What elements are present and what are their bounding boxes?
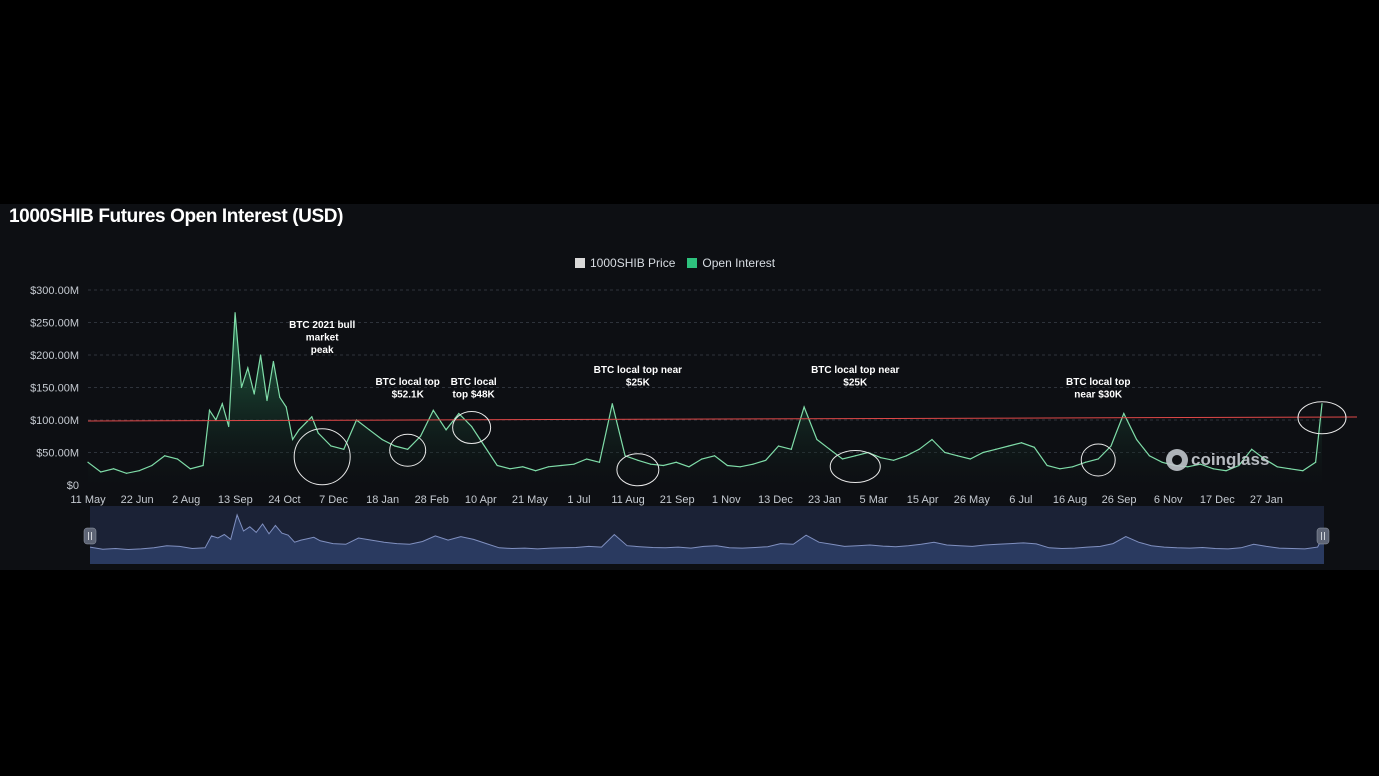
legend-label-oi: Open Interest (702, 256, 776, 270)
watermark-text: coinglass (1191, 450, 1270, 469)
legend-item-price[interactable]: 1000SHIB Price (575, 256, 675, 270)
legend-swatch-price (575, 258, 585, 268)
legend-swatch-oi (687, 258, 698, 268)
legend-label-price: 1000SHIB Price (590, 256, 676, 270)
legend-item-oi[interactable]: Open Interest (687, 256, 775, 270)
coinglass-watermark: coinglass (1166, 449, 1269, 471)
chart-legend: 1000SHIB Price Open Interest (575, 256, 775, 270)
chart-title: 1000SHIB Futures Open Interest (USD) (9, 206, 344, 227)
coinglass-logo-icon (1166, 449, 1188, 471)
